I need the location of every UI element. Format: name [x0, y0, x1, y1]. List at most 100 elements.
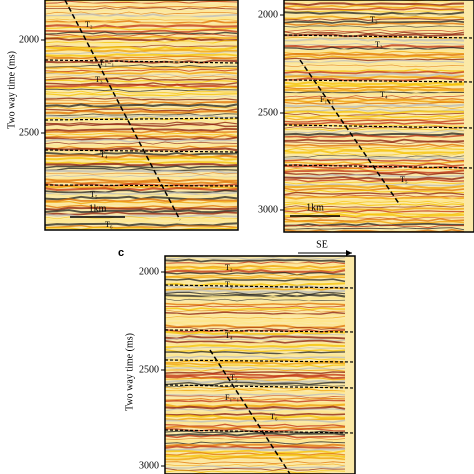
reflector [284, 112, 465, 116]
reflector [45, 79, 238, 83]
reflector [45, 130, 238, 134]
reflector [165, 463, 346, 467]
seismic-section [284, 0, 474, 232]
reflector [284, 22, 465, 27]
reflector [45, 121, 238, 125]
reflector [284, 64, 465, 68]
reflector [165, 386, 346, 390]
reflector [284, 227, 465, 231]
panel-label: c [118, 247, 124, 259]
reflector [284, 68, 465, 73]
reflector [165, 317, 346, 323]
reflector [165, 322, 346, 326]
reflector [165, 348, 346, 353]
reflector [45, 174, 238, 178]
reflector [165, 410, 346, 415]
reflector [284, 119, 465, 123]
reflector [284, 106, 465, 109]
horizon-label: T₄ [100, 150, 108, 159]
reflector [165, 313, 346, 317]
reflector [284, 114, 465, 119]
reflector [165, 388, 346, 392]
direction-label: SE [316, 239, 328, 250]
reflector [284, 66, 465, 70]
reflector [45, 90, 238, 94]
reflector [284, 178, 465, 183]
horizon-line [284, 34, 474, 39]
reflector [165, 370, 346, 375]
reflector [45, 222, 238, 227]
reflector [284, 198, 465, 203]
horizon-line [165, 329, 355, 333]
fault-label: F₁₋₁ [320, 95, 334, 104]
reflector [165, 441, 346, 445]
reflector [45, 73, 238, 77]
reflector [165, 350, 346, 355]
reflector [165, 274, 346, 278]
reflector [45, 169, 238, 174]
reflector [165, 408, 346, 412]
reflector [165, 361, 346, 366]
horizon-label: T₄ [225, 331, 233, 340]
reflector [45, 59, 238, 64]
reflector [45, 143, 238, 147]
reflector [165, 419, 346, 423]
reflector [165, 261, 346, 265]
reflector [284, 161, 465, 165]
reflector [165, 414, 346, 419]
reflector [45, 48, 238, 53]
reflector [284, 130, 465, 134]
reflector [284, 62, 465, 66]
reflector [45, 127, 238, 132]
reflector [45, 53, 238, 57]
reflector [284, 87, 465, 93]
reflector [45, 123, 238, 128]
reflector [284, 173, 465, 178]
reflector [45, 28, 238, 33]
reflector [165, 377, 346, 381]
reflector [45, 213, 238, 218]
reflector [165, 339, 346, 344]
fault-line [299, 59, 401, 206]
reflector [165, 276, 346, 279]
reflector [284, 216, 465, 220]
reflector [284, 52, 465, 58]
reflector [45, 134, 238, 139]
reflector [165, 271, 346, 276]
reflector [284, 220, 465, 225]
reflector [45, 165, 238, 169]
reflector [45, 217, 238, 222]
reflector [165, 280, 346, 285]
reflector [45, 77, 238, 81]
reflector [165, 395, 346, 399]
reflector [284, 86, 465, 90]
reflector [165, 302, 346, 306]
reflector [45, 35, 238, 40]
reflector [284, 46, 465, 51]
reflector [165, 278, 346, 283]
reflector [165, 293, 346, 298]
reflector [284, 147, 465, 152]
reflector [45, 193, 238, 198]
horizon-label: T₂ [85, 20, 93, 29]
reflector [284, 25, 465, 28]
horizon-line [45, 184, 238, 187]
reflector [284, 154, 465, 158]
reflector [284, 191, 465, 196]
reflector [45, 41, 238, 47]
reflector [284, 11, 465, 16]
fault-line [64, 0, 181, 221]
y-tick-label: 3000 [139, 460, 159, 471]
reflector [165, 324, 346, 329]
reflector [165, 437, 346, 441]
reflector [45, 9, 238, 13]
reflector [165, 384, 346, 388]
fault-label: F₁₋₁ [100, 58, 114, 67]
horizon-label: T₅ [90, 190, 98, 199]
reflector [284, 81, 465, 86]
reflector [45, 88, 238, 92]
reflector [165, 269, 346, 274]
reflector [284, 195, 465, 201]
reflector [284, 126, 465, 130]
